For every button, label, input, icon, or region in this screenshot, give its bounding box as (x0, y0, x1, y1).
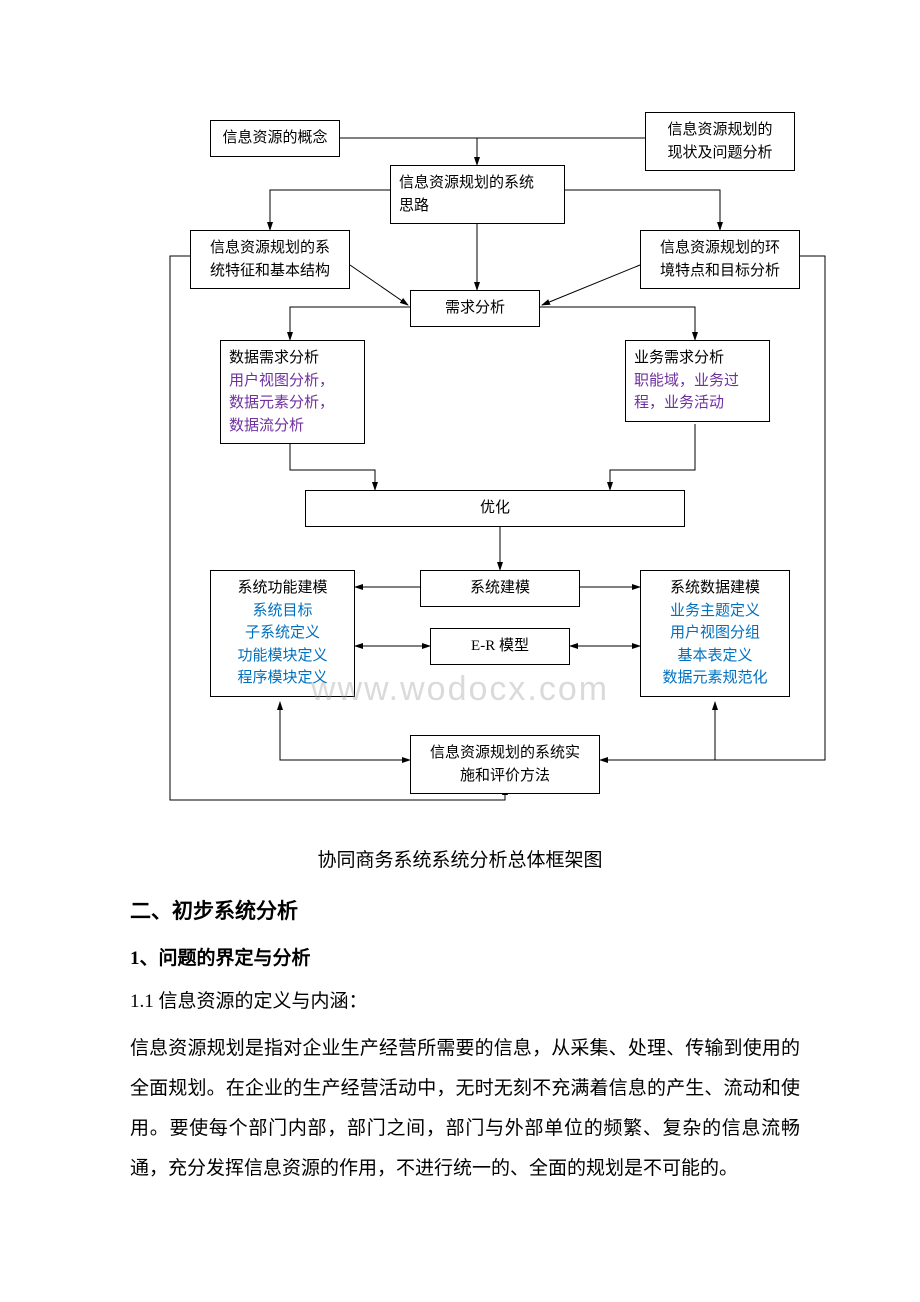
section-2-heading: 二、初步系统分析 (130, 895, 800, 925)
node-status-analysis: 信息资源规划的现状及问题分析 (645, 112, 795, 171)
node-data-req: 数据需求分析 用户视图分析， 数据元素分析， 数据流分析 (220, 340, 365, 444)
node-impl-eval: 信息资源规划的系统实施和评价方法 (410, 735, 600, 794)
node-data-model: 系统数据建模 业务主题定义 用户视图分组 基本表定义 数据元素规范化 (640, 570, 790, 697)
document-body: 二、初步系统分析 1、问题的界定与分析 1.1 信息资源的定义与内涵： 信息资源… (130, 895, 800, 1189)
node-system-features: 信息资源规划的系统特征和基本结构 (190, 230, 350, 289)
node-er-model: E-R 模型 (430, 628, 570, 665)
node-req-analysis: 需求分析 (410, 290, 540, 327)
flowchart-diagram: 信息资源的概念 信息资源规划的现状及问题分析 信息资源规划的系统思路 信息资源规… (130, 110, 830, 830)
section-2-1-heading: 1、问题的界定与分析 (130, 943, 800, 970)
node-biz-req: 业务需求分析 职能域，业务过 程，业务活动 (625, 340, 770, 422)
paragraph-text: 信息资源规划是指对企业生产经营所需要的信息，从采集、处理、传输到使用的全面规划。… (130, 1029, 800, 1189)
node-optimize: 优化 (305, 490, 685, 527)
section-2-1-1-heading: 1.1 信息资源的定义与内涵： (130, 986, 800, 1013)
node-info-concept: 信息资源的概念 (210, 120, 340, 157)
node-func-model: 系统功能建模 系统目标 子系统定义 功能模块定义 程序模块定义 (210, 570, 355, 697)
node-system-approach: 信息资源规划的系统思路 (390, 165, 565, 224)
diagram-caption: 协同商务系统系统分析总体框架图 (0, 845, 920, 872)
node-system-model: 系统建模 (420, 570, 580, 607)
node-env-target: 信息资源规划的环境特点和目标分析 (640, 230, 800, 289)
